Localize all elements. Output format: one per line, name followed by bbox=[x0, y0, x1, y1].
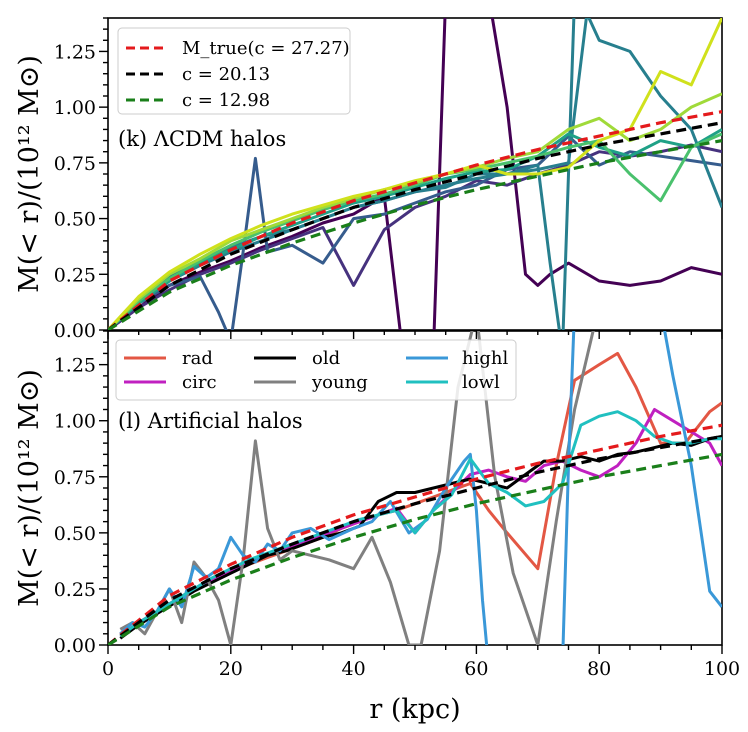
top-legend-box bbox=[117, 27, 351, 115]
x-tick-label: 0 bbox=[102, 658, 114, 680]
legend-label-old: old bbox=[312, 348, 340, 369]
top-y-tick-label: 1.25 bbox=[54, 41, 96, 63]
top-series-halo-6 bbox=[108, 128, 722, 330]
bottom-model-curve-0 bbox=[108, 423, 722, 645]
bottom-series-old bbox=[119, 434, 722, 640]
top-y-tick-label: 0.50 bbox=[54, 209, 96, 231]
bottom-model-curve-1 bbox=[108, 434, 722, 645]
top-y-tick-label: 0.00 bbox=[54, 320, 96, 342]
bottom-legend-box bbox=[115, 339, 517, 401]
bottom-y-tick-label: 0.75 bbox=[54, 467, 96, 489]
legend-label-lowl: lowl bbox=[462, 372, 500, 393]
legend-label-mtrue: M_true(c = 27.27) bbox=[182, 38, 350, 59]
top-y-tick-label: 1.00 bbox=[54, 97, 96, 119]
bottom-y-tick-label: 1.00 bbox=[54, 411, 96, 433]
x-axis-title: r (kpc) bbox=[369, 694, 460, 725]
legend-label-circ: circ bbox=[182, 372, 217, 393]
top-model-curve-1 bbox=[108, 121, 722, 330]
legend-label-c2013: c = 20.13 bbox=[182, 64, 270, 85]
bottom-y-tick-label: 0.50 bbox=[54, 523, 96, 545]
x-tick-label: 100 bbox=[704, 658, 740, 680]
bottom-series-lowl bbox=[119, 410, 722, 638]
top-series-halo-1 bbox=[108, 18, 722, 330]
legend-label-young: young bbox=[311, 372, 368, 393]
legend-label-highl: highl bbox=[462, 348, 508, 369]
x-tick-label: 40 bbox=[342, 658, 366, 680]
bottom-y-tick-label: 0.00 bbox=[54, 635, 96, 657]
bottom-series-young bbox=[119, 331, 596, 645]
bottom-panel-plot-area bbox=[108, 331, 722, 645]
top-y-axis-title: M(< r)/(10¹² M⊙) bbox=[14, 55, 45, 293]
top-legend: M_true(c = 27.27) c = 20.13 c = 12.98 bbox=[117, 27, 351, 115]
top-panel-plot-area bbox=[108, 18, 722, 330]
bottom-y-tick-label: 0.25 bbox=[54, 579, 96, 601]
x-tick-label: 20 bbox=[219, 658, 243, 680]
x-tick-label: 80 bbox=[587, 658, 611, 680]
top-series-halo-3 bbox=[108, 134, 722, 330]
legend-label-rad: rad bbox=[182, 348, 213, 369]
x-tick-label: 60 bbox=[464, 658, 488, 680]
bottom-legend: rad circ old young highl lowl bbox=[115, 339, 517, 401]
axis-ticks: 0.00 0.25 0.50 0.75 1.00 1.25 0.00 0.25 0.50 0.75… bbox=[54, 17, 740, 680]
top-y-tick-label: 0.75 bbox=[54, 153, 96, 175]
top-series-halo-7 bbox=[108, 132, 722, 330]
legend-label-c1298: c = 12.98 bbox=[182, 90, 270, 111]
bottom-y-axis-title: M(< r)/(10¹² M⊙) bbox=[14, 369, 45, 607]
top-series-halo-9 bbox=[108, 18, 722, 330]
bottom-y-tick-label: 1.25 bbox=[54, 355, 96, 377]
bottom-panel-label: (l) Artificial halos bbox=[118, 409, 303, 433]
bottom-model-curve-2 bbox=[108, 452, 722, 645]
top-y-tick-label: 0.25 bbox=[54, 264, 96, 286]
bottom-series-highl bbox=[119, 331, 722, 645]
top-model-curve-0 bbox=[108, 110, 722, 330]
top-model-curve-2 bbox=[108, 139, 722, 330]
top-panel-label: (k) ΛCDM halos bbox=[118, 127, 286, 151]
